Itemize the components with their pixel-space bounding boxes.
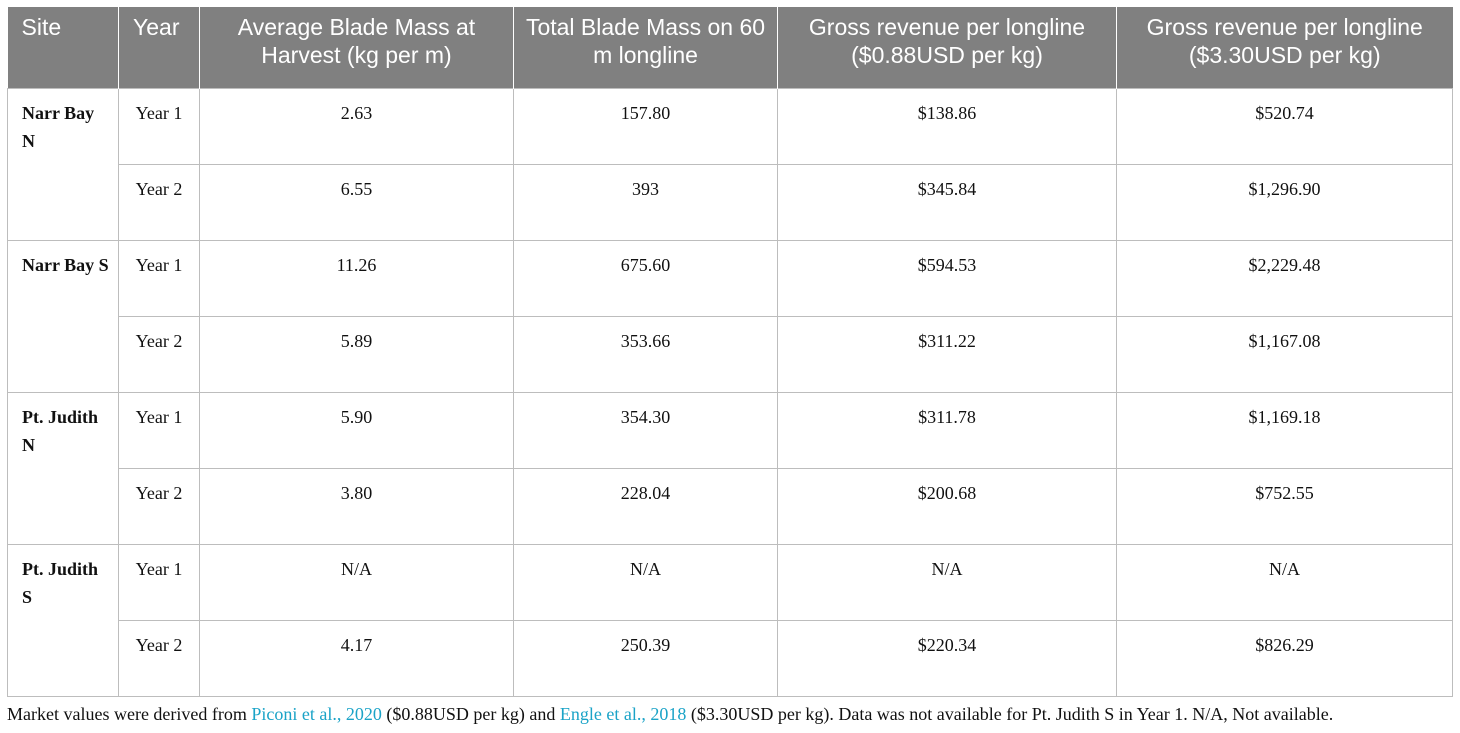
avg-mass-cell: 6.55: [199, 163, 514, 241]
citation-link-engle[interactable]: Engle et al., 2018: [559, 704, 687, 724]
total-mass-cell: 250.39: [513, 619, 778, 697]
avg-mass-cell: 2.63: [199, 87, 514, 165]
avg-mass-cell: 4.17: [199, 619, 514, 697]
avg-mass-cell: N/A: [199, 543, 514, 621]
revenue-high-cell: $826.29: [1116, 619, 1453, 697]
revenue-low-cell: $200.68: [777, 467, 1117, 545]
revenue-low-cell: N/A: [777, 543, 1117, 621]
total-mass-cell: 157.80: [513, 87, 778, 165]
revenue-high-cell: N/A: [1116, 543, 1453, 621]
avg-mass-cell: 5.90: [199, 391, 514, 469]
table-row: Year 2 5.89 353.66 $311.22 $1,167.08: [8, 315, 1453, 393]
revenue-high-cell: $1,296.90: [1116, 163, 1453, 241]
table-row: Year 2 6.55 393 $345.84 $1,296.90: [8, 163, 1453, 241]
footnote-text: ($0.88USD per kg) and: [381, 704, 560, 724]
revenue-low-cell: $311.22: [777, 315, 1117, 393]
table-footnote: Market values were derived from Piconi e…: [7, 704, 1333, 725]
revenue-high-cell: $520.74: [1116, 87, 1453, 165]
year-cell: Year 1: [118, 87, 200, 165]
revenue-high-cell: $752.55: [1116, 467, 1453, 545]
table-row: Pt. Judith N Year 1 5.90 354.30 $311.78 …: [7, 391, 1453, 545]
header-revenue-low: Gross revenue per longline ($0.88USD per…: [777, 7, 1117, 88]
table-row: Narr Bay N Year 1 2.63 157.80 $138.86 $5…: [7, 87, 1453, 241]
site-cell: Narr Bay N: [7, 87, 119, 241]
avg-mass-cell: 11.26: [199, 239, 514, 317]
total-mass-cell: 228.04: [513, 467, 778, 545]
citation-link-piconi[interactable]: Piconi et al., 2020: [251, 704, 382, 724]
revenue-low-cell: $594.53: [777, 239, 1117, 317]
site-cell: Pt. Judith N: [7, 391, 119, 545]
footnote-text: ($3.30USD per kg). Data was not availabl…: [686, 704, 1334, 724]
year-cell: Year 1: [118, 543, 200, 621]
year-cell: Year 2: [118, 315, 200, 393]
revenue-low-cell: $311.78: [777, 391, 1117, 469]
data-table: Site Year Average Blade Mass at Harvest …: [7, 7, 1453, 697]
total-mass-cell: 353.66: [513, 315, 778, 393]
year-cell: Year 2: [118, 163, 200, 241]
revenue-high-cell: $1,167.08: [1116, 315, 1453, 393]
avg-mass-cell: 5.89: [199, 315, 514, 393]
avg-mass-cell: 3.80: [199, 467, 514, 545]
revenue-low-cell: $138.86: [777, 87, 1117, 165]
year-cell: Year 2: [118, 467, 200, 545]
total-mass-cell: 675.60: [513, 239, 778, 317]
total-mass-cell: N/A: [513, 543, 778, 621]
table-row: Narr Bay S Year 1 11.26 675.60 $594.53 $…: [7, 239, 1453, 393]
revenue-low-cell: $220.34: [777, 619, 1117, 697]
header-row: Site Year Average Blade Mass at Harvest …: [7, 7, 1453, 88]
year-cell: Year 1: [118, 391, 200, 469]
table-row: Year 2 4.17 250.39 $220.34 $826.29: [8, 619, 1453, 697]
revenue-high-cell: $1,169.18: [1116, 391, 1453, 469]
year-cell: Year 1: [118, 239, 200, 317]
total-mass-cell: 354.30: [513, 391, 778, 469]
header-revenue-high: Gross revenue per longline ($3.30USD per…: [1116, 7, 1453, 88]
header-avg-mass: Average Blade Mass at Harvest (kg per m): [199, 7, 514, 88]
header-year: Year: [118, 7, 200, 88]
table-row: Year 2 3.80 228.04 $200.68 $752.55: [8, 467, 1453, 545]
header-site: Site: [7, 7, 119, 88]
header-total-mass: Total Blade Mass on 60 m longline: [513, 7, 778, 88]
total-mass-cell: 393: [513, 163, 778, 241]
year-cell: Year 2: [118, 619, 200, 697]
site-cell: Pt. Judith S: [7, 543, 119, 697]
table-row: Pt. Judith S Year 1 N/A N/A N/A N/A: [7, 543, 1453, 697]
revenue-low-cell: $345.84: [777, 163, 1117, 241]
site-cell: Narr Bay S: [7, 239, 119, 393]
footnote-text: Market values were derived from: [7, 704, 252, 724]
revenue-high-cell: $2,229.48: [1116, 239, 1453, 317]
